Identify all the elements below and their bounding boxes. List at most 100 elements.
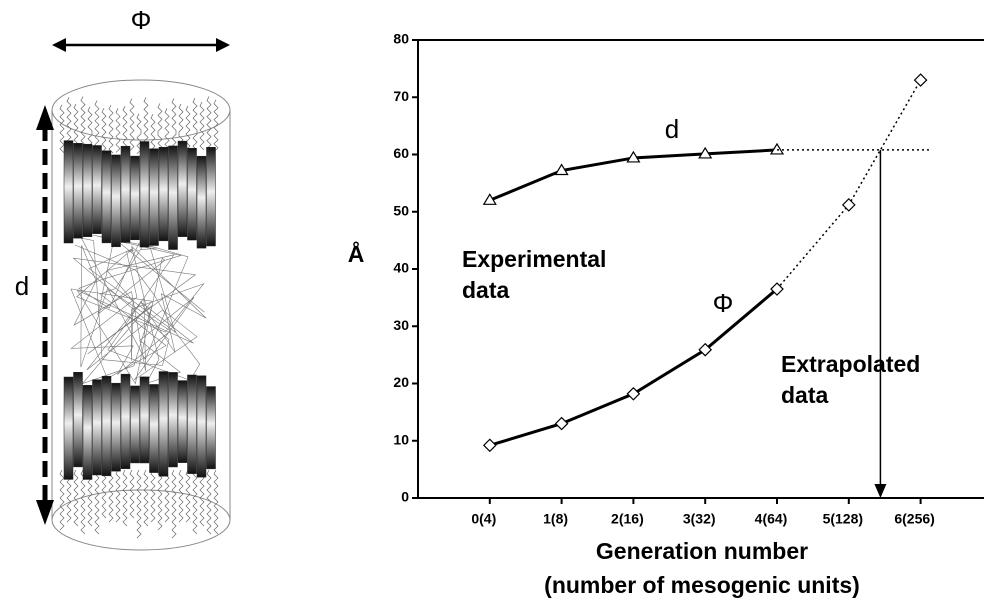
marker <box>913 73 928 87</box>
rod <box>120 145 131 243</box>
rod <box>139 376 150 464</box>
marker <box>482 193 497 205</box>
chain <box>73 469 79 527</box>
chain <box>192 469 198 535</box>
plot: 0 10 20 30 40 50 60 70 80 0(4) 1(8) 2(16) 3(32) 4(64)… <box>348 31 984 598</box>
marker <box>482 438 497 453</box>
chain <box>171 98 177 151</box>
series-label: Φ <box>713 288 734 318</box>
chain <box>157 469 163 531</box>
chain <box>206 469 212 535</box>
y-tick-label: 60 <box>393 145 409 161</box>
chain <box>171 469 177 539</box>
x-tick-label: 0(4) <box>471 511 496 527</box>
series-label: d <box>665 114 679 144</box>
rod <box>177 140 188 237</box>
rod <box>111 154 121 248</box>
chain <box>199 101 205 151</box>
x-axis-label: Generation number <box>596 538 808 564</box>
y-tick-label: 10 <box>393 431 409 447</box>
chain <box>185 105 191 155</box>
rod <box>130 155 140 241</box>
y-tick-label: 50 <box>393 202 409 218</box>
x-tick-label: 5(128) <box>823 511 863 527</box>
chain <box>59 469 65 531</box>
rod <box>196 155 207 249</box>
chain <box>157 103 163 152</box>
rod <box>101 150 112 244</box>
chain <box>94 469 100 535</box>
y-tick-label: 70 <box>393 88 409 104</box>
chain <box>206 96 212 153</box>
rod <box>63 140 74 244</box>
chain <box>185 469 191 523</box>
cylinder-top <box>51 79 231 141</box>
rod <box>158 371 169 477</box>
chain <box>80 96 86 153</box>
chain <box>108 104 114 154</box>
chain <box>136 469 142 539</box>
x-tick-label: 6(256) <box>894 511 934 527</box>
marker <box>698 342 713 357</box>
chain <box>115 108 121 153</box>
rod <box>111 382 121 472</box>
chain <box>122 106 128 151</box>
rod <box>168 372 178 468</box>
rod <box>82 143 93 237</box>
x-tick-label: 1(8) <box>543 511 568 527</box>
chain <box>164 469 170 523</box>
chain <box>143 469 149 527</box>
chain <box>80 469 86 535</box>
y-tick-label: 30 <box>393 317 409 333</box>
marker <box>626 386 641 401</box>
x-tick-label: 2(16) <box>611 511 644 527</box>
annotation: Extrapolated <box>781 351 920 377</box>
chain <box>199 469 205 527</box>
chain <box>87 106 93 152</box>
rod <box>168 145 178 250</box>
marker <box>626 150 641 163</box>
chain <box>178 469 184 523</box>
core-chains <box>70 234 207 385</box>
rod <box>82 385 93 480</box>
chain <box>94 100 100 153</box>
rod <box>73 372 83 468</box>
chain <box>115 469 121 523</box>
marker <box>769 142 785 155</box>
rod <box>92 145 102 234</box>
annotation: Experimental <box>462 246 606 272</box>
rod <box>149 384 159 473</box>
x-tick-label: 3(32) <box>683 511 716 527</box>
annotation: data <box>781 382 829 408</box>
rod <box>206 147 216 247</box>
rod <box>206 386 216 470</box>
chain <box>129 98 135 151</box>
cylinder-bottom <box>51 489 231 551</box>
rod <box>101 375 112 477</box>
chain <box>150 469 156 523</box>
chain <box>164 108 170 153</box>
rod <box>63 376 74 480</box>
x-tick-label: 4(64) <box>755 511 788 527</box>
chain <box>213 469 219 535</box>
rod <box>120 373 131 469</box>
chain <box>108 469 114 523</box>
chain <box>101 469 107 519</box>
marker <box>554 163 569 176</box>
marker <box>554 416 569 431</box>
series-line <box>489 287 778 447</box>
rod <box>158 146 169 242</box>
rod <box>177 380 188 463</box>
chain <box>59 104 65 154</box>
y-tick-label: 40 <box>393 260 409 276</box>
rod <box>92 379 102 476</box>
marker <box>698 146 713 159</box>
rod <box>187 147 197 241</box>
chain <box>192 97 198 151</box>
rod <box>187 374 197 474</box>
chain <box>129 469 135 519</box>
rod <box>73 143 83 239</box>
rod <box>149 148 159 246</box>
arrow-head <box>874 484 887 498</box>
